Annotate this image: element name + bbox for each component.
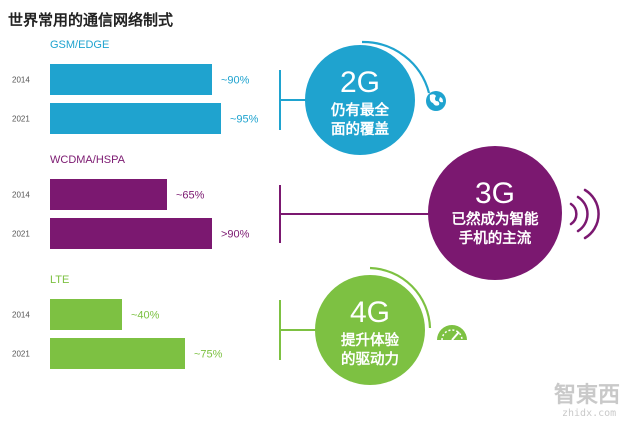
callout-2g: 2G 仍有最全 面的覆盖 <box>305 40 446 155</box>
callout-4g-line1: 提升体验 <box>341 331 399 349</box>
category-label: 2014 <box>12 76 30 85</box>
bar <box>50 64 212 95</box>
generation-2g: 2G <box>340 66 380 99</box>
data-label: >90% <box>221 229 250 241</box>
callout-3g-line2: 手机的主流 <box>459 229 532 247</box>
series-label: WCDMA/HSPA <box>50 154 126 166</box>
data-label: ~90% <box>221 75 250 87</box>
data-label: ~95% <box>230 114 259 126</box>
callout-3g-line1: 已然成为智能 <box>452 210 539 228</box>
category-label: 2021 <box>12 115 30 124</box>
bar <box>50 299 122 330</box>
data-label: ~75% <box>194 349 223 361</box>
bracket-4g <box>279 300 318 360</box>
callout-2g-line1: 仍有最全 <box>330 101 389 119</box>
chart-title: 世界常用的通信网络制式 <box>8 11 173 29</box>
callout-4g-line2: 的驱动力 <box>341 350 399 368</box>
generation-4g: 4G <box>350 296 390 329</box>
watermark-logo: 智東西 <box>554 382 620 408</box>
globe-icon <box>426 91 446 111</box>
signal-waves-icon <box>569 188 600 240</box>
category-label: 2021 <box>12 230 30 239</box>
circle-2g <box>305 45 415 155</box>
series-label: GSM/EDGE <box>50 39 109 51</box>
bracket-3g <box>279 185 440 243</box>
data-label: ~40% <box>131 310 160 322</box>
bar <box>50 338 185 369</box>
callout-2g-line2: 面的覆盖 <box>331 120 389 138</box>
bar <box>50 218 212 249</box>
callout-4g: 4G 提升体验 的驱动力 <box>315 266 467 385</box>
circle-3g <box>428 146 562 280</box>
watermark-url: zhidx.com <box>562 408 616 419</box>
bar <box>50 179 167 210</box>
watermark: 智東西 zhidx.com <box>554 382 620 419</box>
bar <box>50 103 221 134</box>
data-label: ~65% <box>176 190 205 202</box>
circle-4g <box>315 275 425 385</box>
callout-3g: 3G 已然成为智能 手机的主流 <box>428 146 600 280</box>
category-label: 2014 <box>12 311 30 320</box>
series-label: LTE <box>50 274 69 286</box>
generation-3g: 3G <box>475 177 515 210</box>
bar-groups: GSM/EDGE 2014 ~90% 2021 ~95% WCDMA/HSPA 2014 ~6… <box>12 39 259 369</box>
speedometer-icon <box>437 325 467 341</box>
category-label: 2021 <box>12 350 30 359</box>
category-label: 2014 <box>12 191 30 200</box>
